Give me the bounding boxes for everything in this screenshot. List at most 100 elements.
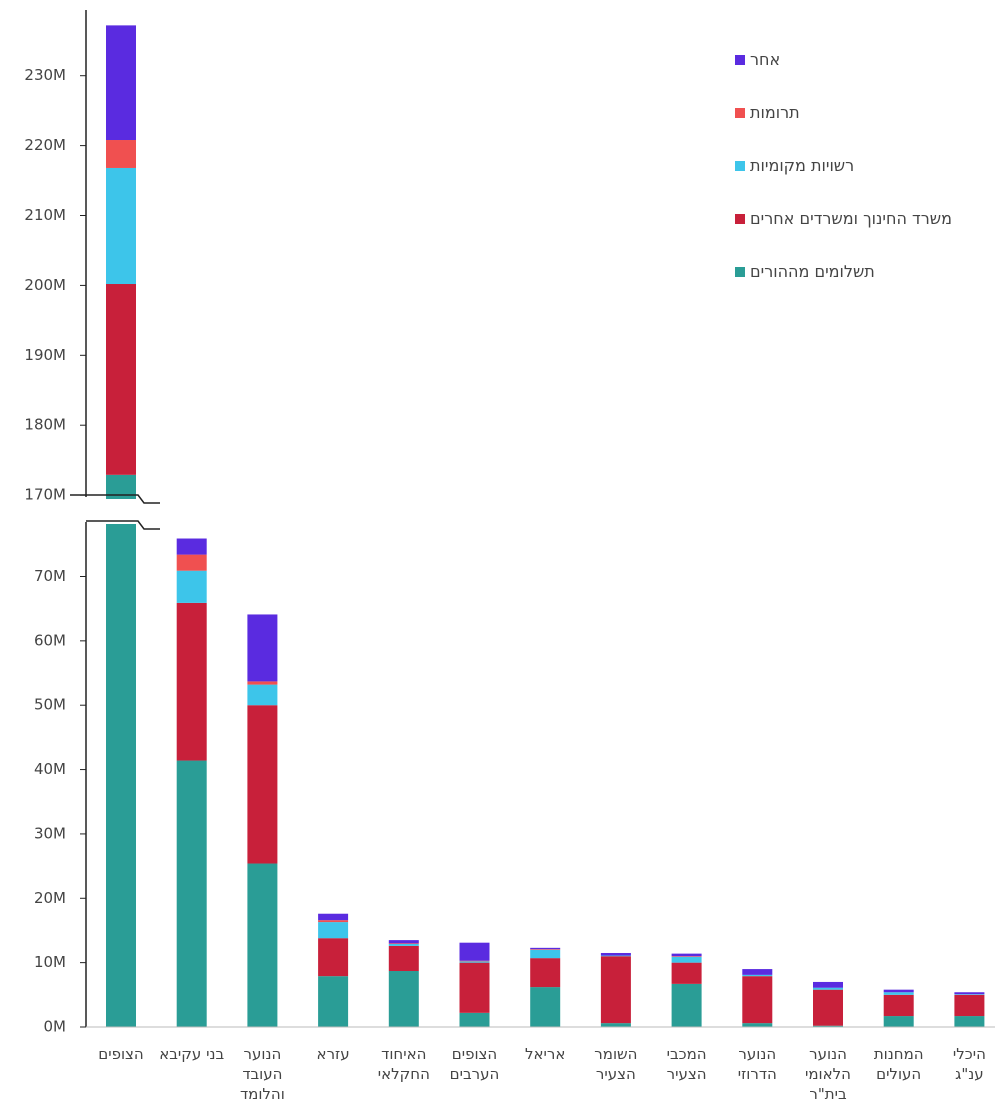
y-tick-label: 220M <box>24 136 66 154</box>
bar-segment <box>530 949 561 959</box>
bar-segment <box>318 938 349 977</box>
bar-segment <box>813 1025 843 1027</box>
bar-segment <box>247 681 278 685</box>
bar-segment <box>318 920 349 923</box>
bar-segment <box>176 570 207 603</box>
bar-segment <box>671 956 702 957</box>
bar-segment <box>883 992 914 995</box>
legend-swatch <box>735 161 745 171</box>
x-tick-label: הנוער הלאומי בית"ר <box>805 1045 851 1103</box>
bar-segment <box>742 976 773 1024</box>
bar-segment <box>600 956 631 1024</box>
y-tick-label: 200M <box>24 276 66 294</box>
bar-segment <box>954 992 985 995</box>
bar-segment <box>388 943 419 946</box>
bar-segment <box>247 863 278 1027</box>
x-tick-label: המכבי הצעיר <box>666 1045 707 1083</box>
legend-label: משרד החינוך ומשרדים אחרים <box>750 209 952 228</box>
bar-segment <box>954 994 985 1017</box>
bar-segment <box>813 989 843 1026</box>
y-tick-label: 40M <box>34 760 66 778</box>
y-tick-label: 230M <box>24 66 66 84</box>
x-tick-label: בני עקיבא <box>159 1045 225 1063</box>
x-tick-label: הנוער העובד והלומד <box>239 1045 285 1103</box>
x-tick-label: הצופים הערבים <box>449 1045 500 1083</box>
bar-segment <box>318 922 349 939</box>
bar-segment <box>318 976 349 1027</box>
bar-segment <box>600 952 631 956</box>
bar-segment <box>459 962 490 1013</box>
legend-label: תשלומים מההורים <box>750 262 875 281</box>
bar-segment <box>671 962 702 984</box>
bar-segment <box>176 538 207 555</box>
bar-segment <box>671 953 702 957</box>
bar-segment <box>883 989 914 993</box>
bar-segment <box>883 1016 914 1027</box>
y-tick-label: 210M <box>24 206 66 224</box>
bar-segment <box>388 940 419 944</box>
legend-label: רשויות מקומיות <box>750 156 855 175</box>
y-tick-label: 10M <box>34 953 66 971</box>
bar-segment <box>459 961 490 963</box>
bar-segment <box>813 981 843 988</box>
y-tick-label: 60M <box>34 631 66 649</box>
x-tick-label: עזרא <box>316 1045 350 1063</box>
legend-label: תרומות <box>750 103 800 122</box>
bar-segment <box>954 1016 985 1027</box>
x-tick-label: האיחוד החקלאי <box>377 1045 430 1083</box>
bar-segment <box>318 913 349 921</box>
bar-segment <box>742 974 773 977</box>
bar-segment <box>530 947 561 950</box>
bar-segment <box>459 960 490 962</box>
bar-segment <box>247 684 278 706</box>
bar-segment <box>459 1012 490 1027</box>
axis-break-gap <box>92 499 150 524</box>
bar-segment <box>671 983 702 1027</box>
axis-break-mark <box>86 520 160 530</box>
bar-segment <box>600 1023 631 1027</box>
bar-segment <box>530 949 561 950</box>
legend-label: אחר <box>750 50 781 69</box>
bar-segment <box>247 705 278 864</box>
y-tick-label: 20M <box>34 889 66 907</box>
bar-segment <box>530 958 561 988</box>
bar-segment <box>388 971 419 1027</box>
bar-segment <box>813 987 843 990</box>
bar-segment <box>742 969 773 975</box>
y-tick-label: 70M <box>34 567 66 585</box>
bar-segment <box>176 554 207 571</box>
bar-segment <box>176 760 207 1027</box>
y-tick-label: 180M <box>24 416 66 434</box>
x-tick-label: היכלי ענ"ג <box>952 1045 986 1083</box>
legend-swatch <box>735 267 745 277</box>
x-tick-label: אריאל <box>524 1045 566 1063</box>
bar-segment <box>742 1023 773 1027</box>
bar-segment <box>106 140 136 168</box>
x-tick-label: הנוער הדרוזי <box>737 1045 777 1083</box>
y-tick-label: 30M <box>34 824 66 842</box>
bar-segment <box>883 994 914 1017</box>
x-tick-label: הצופים <box>98 1045 144 1063</box>
bar-segment <box>954 994 985 995</box>
x-tick-label: המחנות העולים <box>873 1045 924 1083</box>
y-tick-label: 170M <box>24 486 66 504</box>
bar-segment <box>106 25 136 141</box>
bar-segment <box>247 614 278 682</box>
y-tick-label: 50M <box>34 696 66 714</box>
y-tick-label: 0M <box>44 1018 67 1036</box>
bar-segment <box>106 167 136 285</box>
bar-segment <box>388 945 419 972</box>
bar-segment <box>176 602 207 761</box>
bar-segment <box>459 942 490 961</box>
x-tick-label: השומר הצעיר <box>594 1045 638 1083</box>
bar-segment <box>671 956 702 963</box>
y-tick-label: 190M <box>24 346 66 364</box>
bar-segment <box>106 474 136 1027</box>
bars <box>106 25 985 1027</box>
legend-swatch <box>735 214 745 224</box>
bar-segment <box>600 955 631 957</box>
legend-swatch <box>735 108 745 118</box>
bar-segment <box>530 987 561 1027</box>
